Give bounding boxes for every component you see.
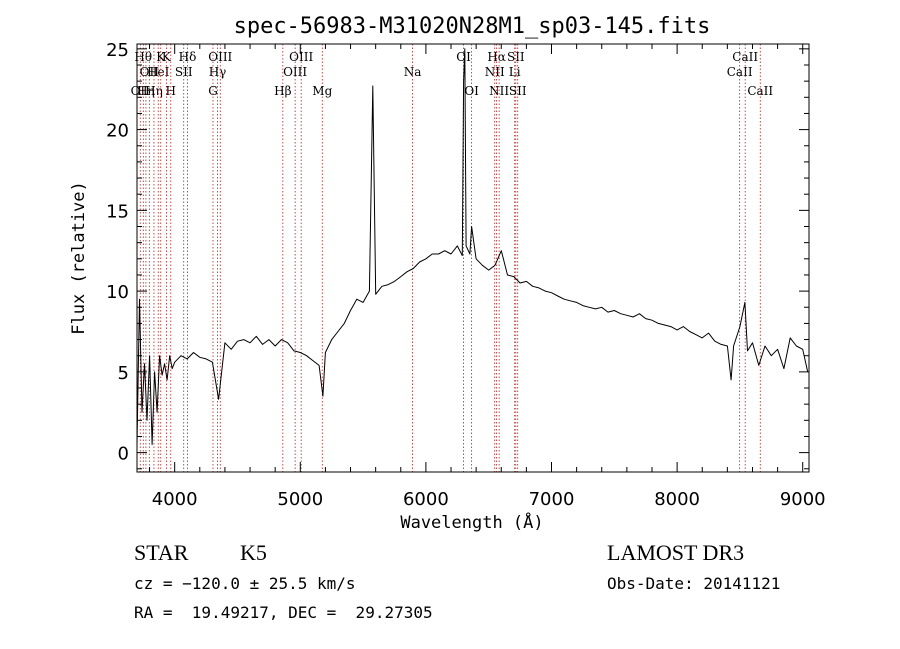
line-marker-label-8: H xyxy=(166,84,176,98)
line-marker-label-26: SII xyxy=(509,84,527,98)
coordinates: RA = 19.49217, DEC = 29.27305 xyxy=(134,603,433,622)
y-axis-label: Flux (relative) xyxy=(69,181,89,335)
y-tick-label-5: 25 xyxy=(106,40,129,61)
object-subclass: K5 xyxy=(240,540,267,565)
line-marker-label-17: Mg xyxy=(312,84,332,98)
x-axis-ticks: 4000 5000 6000 7000 8000 9000 xyxy=(149,44,826,510)
x-tick-label-0: 4000 xyxy=(152,489,198,510)
chart-title: spec-56983-M31020N28M1_sp03-145.fits xyxy=(234,14,711,39)
line-marker-label-9: SII xyxy=(175,65,193,79)
line-marker-label-20: OI xyxy=(464,84,479,98)
x-tick-label-1: 5000 xyxy=(277,489,323,510)
line-marker-label-25: SII xyxy=(507,50,525,64)
survey-name: LAMOST DR3 xyxy=(607,540,745,565)
plot-frame xyxy=(136,43,810,473)
line-marker-label-22: Hα xyxy=(487,50,506,64)
x-tick-label-5: 9000 xyxy=(780,489,826,510)
observation-date: Obs-Date: 20141121 xyxy=(607,574,781,593)
spectrum-series xyxy=(136,48,809,445)
line-marker-label-28: CaII xyxy=(732,50,758,64)
line-marker-label-13: OIII xyxy=(208,50,232,64)
line-marker-label-4: Hη xyxy=(145,84,163,98)
spectrum-line-0 xyxy=(136,48,809,445)
line-marker-label-15: OIII xyxy=(283,65,307,79)
y-tick-label-0: 0 xyxy=(118,444,129,465)
line-marker-label-14: Hβ xyxy=(274,84,291,98)
line-marker-label-1: Hθ xyxy=(134,50,152,64)
x-axis-label: Wavelength (Å) xyxy=(400,511,543,533)
x-tick-label-2: 6000 xyxy=(403,489,449,510)
line-marker-label-12: Hγ xyxy=(209,65,227,79)
y-axis-ticks: 0 5 10 15 20 25 xyxy=(106,40,809,470)
line-marker-label-16: OIII xyxy=(289,50,313,64)
radial-velocity: cz = −120.0 ± 25.5 km/s xyxy=(134,574,356,593)
line-marker-label-24: Li xyxy=(509,65,521,79)
line-marker-label-7: K xyxy=(162,50,172,64)
y-tick-label-2: 10 xyxy=(106,282,129,303)
line-marker-label-10: Hδ xyxy=(179,50,197,64)
line-marker-label-6: K xyxy=(156,50,166,64)
x-tick-label-3: 7000 xyxy=(529,489,575,510)
line-marker-label-29: CaII xyxy=(747,84,773,98)
line-marker-label-5: HeI xyxy=(147,65,170,79)
x-tick-label-4: 8000 xyxy=(654,489,700,510)
y-tick-label-4: 20 xyxy=(106,121,129,142)
line-marker-label-27: CaII xyxy=(727,65,753,79)
spectral-line-markers: OIIHθHηOIIHηHeIKKHSIIHδGHγOIIIHβOIIIOIII… xyxy=(131,44,773,472)
line-marker-label-2: Hη xyxy=(137,84,155,98)
line-marker-label-21: NII xyxy=(485,65,505,79)
line-marker-label-23: NII xyxy=(489,84,509,98)
line-marker-label-0: OII xyxy=(131,84,151,98)
y-tick-label-1: 5 xyxy=(118,363,129,384)
line-marker-label-19: OI xyxy=(456,50,471,64)
y-tick-label-3: 15 xyxy=(106,201,129,222)
object-class: STAR xyxy=(134,540,189,565)
line-marker-label-11: G xyxy=(208,84,218,98)
line-marker-label-18: Na xyxy=(404,65,422,79)
